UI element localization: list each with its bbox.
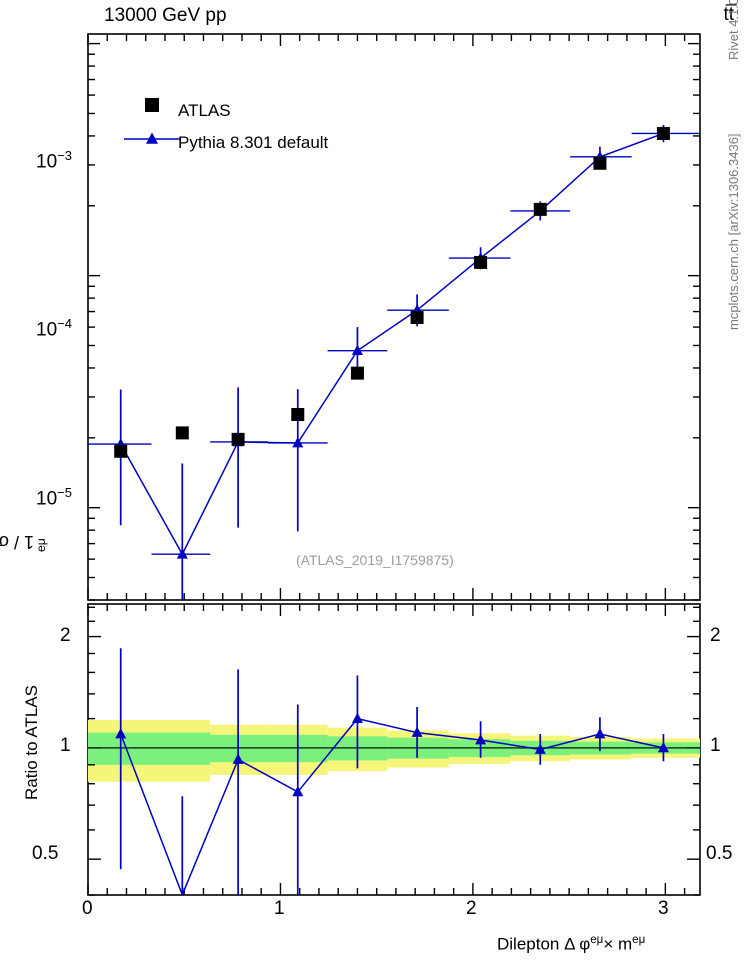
data-marker-square [656, 126, 670, 140]
main-ylabel: 1 / σ d²σ / dΔ φ{eμ}dmeμ [0, 32, 48, 552]
data-marker-square [350, 366, 364, 380]
xaxis-label: Dilepton Δ φeμ× meμ [497, 934, 645, 955]
data-marker-triangle [594, 728, 606, 739]
data-marker-square [231, 432, 245, 446]
main-ytick-1e-3: 10−3 [36, 148, 72, 173]
analysis-watermark: (ATLAS_2019_I1759875) [296, 552, 454, 568]
legend-label-pythia: Pythia 8.301 default [178, 133, 329, 152]
ratio-ytick-1-left: 1 [60, 735, 71, 756]
side-label-source-text: mcplots.cern.ch [arXiv:1306.3436] [726, 133, 741, 330]
main-ytick-1e-4: 10−4 [36, 316, 72, 341]
ratio-axis-ticks [87, 604, 700, 896]
data-marker-triangle [411, 726, 423, 737]
data-marker-triangle [232, 753, 244, 764]
data-marker-triangle [292, 436, 304, 448]
main-ylabel-sup: eμ [34, 538, 48, 552]
ratio-ytick-05-left: 0.5 [32, 843, 59, 864]
ratio-ylabel-text: Ratio to ATLAS [22, 685, 41, 800]
data-marker-triangle [351, 344, 363, 356]
ratio-panel-data [115, 648, 669, 895]
data-marker-square [474, 255, 488, 269]
ratio-ytick-2-left: 2 [60, 625, 71, 646]
main-axis-ticks [87, 34, 700, 601]
xaxis-label-prefix: Dilepton Δ φ [497, 934, 591, 954]
data-marker-triangle [351, 712, 363, 723]
main-panel-frame [87, 33, 701, 601]
data-marker-square [533, 202, 547, 216]
ratio-ytick-2-right: 2 [710, 625, 721, 646]
ratio-ytick-05-right: 0.5 [706, 843, 733, 864]
side-label-generator-text: Rivet 4.1.0, 100k events [726, 0, 741, 60]
ratio-line [120, 717, 664, 895]
header-beam-energy: 13000 GeV pp [104, 5, 227, 26]
data-marker-triangle [534, 743, 546, 754]
main-panel-data [88, 124, 700, 600]
xtick-0: 0 [82, 898, 93, 919]
header-process: tt̅ [723, 4, 734, 25]
ratio-uncertainty-bands [88, 719, 700, 782]
data-marker-square [593, 156, 607, 170]
legend-markers [124, 98, 180, 144]
data-marker-triangle [475, 734, 487, 745]
xtick-1: 1 [274, 898, 285, 919]
data-marker-square [291, 408, 305, 422]
data-marker-square [410, 311, 424, 325]
legend-label-atlas: ATLAS [178, 101, 231, 120]
data-marker-triangle [146, 132, 158, 144]
data-marker-triangle [657, 741, 669, 753]
xtick-3: 3 [658, 898, 669, 919]
xaxis-label-sup2: eμ [632, 934, 646, 946]
main-ytick-1e-5: 10−5 [36, 485, 72, 510]
data-marker-square [114, 444, 128, 458]
data-marker-square [175, 426, 189, 440]
ratio-ytick-1-right: 1 [710, 735, 721, 756]
data-marker-triangle [292, 785, 304, 797]
main-ylabel-text: 1 / σ d²σ / dΔ φ{eμ}dm [0, 532, 34, 552]
xtick-2: 2 [466, 898, 477, 919]
data-marker-triangle [176, 548, 188, 559]
data-marker-square [145, 98, 159, 112]
xaxis-label-mid: × m [603, 934, 633, 954]
pythia-line [120, 132, 664, 556]
data-marker-triangle [115, 728, 127, 739]
xaxis-label-sup1: eμ [590, 934, 604, 946]
